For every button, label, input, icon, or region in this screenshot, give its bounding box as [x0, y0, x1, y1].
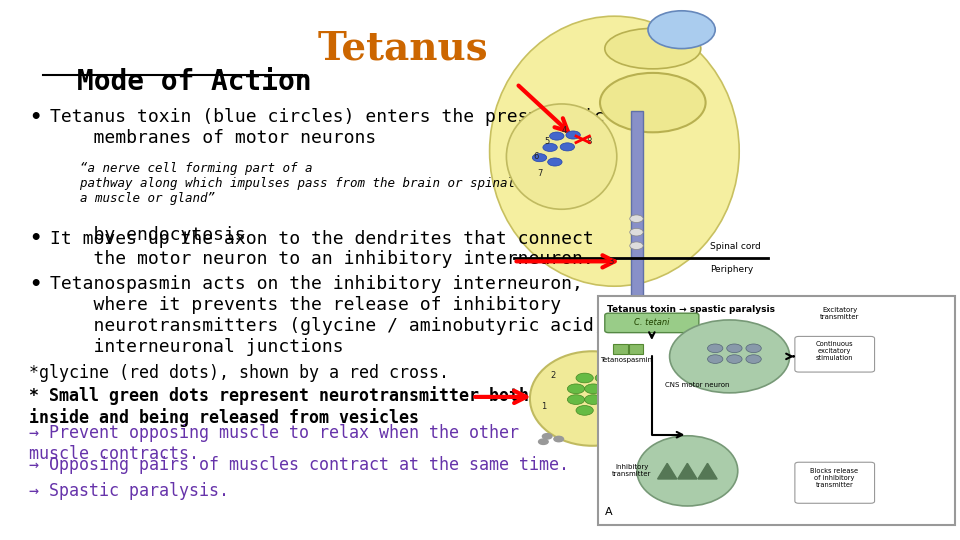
Text: •: •	[29, 275, 41, 294]
Text: “a nerve cell forming part of a
    pathway along which impulses pass from the b: “a nerve cell forming part of a pathway …	[50, 162, 575, 205]
Circle shape	[560, 143, 574, 151]
Polygon shape	[658, 463, 677, 479]
Circle shape	[567, 395, 585, 404]
Text: → Spastic paralysis.: → Spastic paralysis.	[29, 482, 228, 500]
Text: It moves up the axon to the dendrites that connect
    the motor neuron to an in: It moves up the axon to the dendrites th…	[50, 230, 593, 268]
Circle shape	[567, 384, 585, 394]
Text: ≈  ≈: ≈ ≈	[610, 326, 638, 339]
Circle shape	[746, 344, 761, 353]
FancyBboxPatch shape	[795, 462, 875, 503]
Circle shape	[576, 373, 593, 383]
Text: → Opposing pairs of muscles contract at the same time.: → Opposing pairs of muscles contract at …	[29, 456, 568, 474]
Text: 8: 8	[587, 137, 592, 146]
Circle shape	[532, 153, 547, 162]
Circle shape	[547, 158, 563, 166]
Circle shape	[539, 439, 548, 444]
Circle shape	[554, 436, 564, 442]
Circle shape	[565, 131, 580, 139]
FancyBboxPatch shape	[598, 296, 955, 525]
Circle shape	[727, 344, 742, 353]
Ellipse shape	[605, 28, 701, 69]
Text: 2: 2	[550, 371, 556, 380]
FancyBboxPatch shape	[613, 344, 628, 354]
Text: → Prevent opposing muscle to relax when the other
muscle contracts.: → Prevent opposing muscle to relax when …	[29, 424, 518, 463]
Text: Blocks release
of inhibitory
transmitter: Blocks release of inhibitory transmitter	[810, 468, 858, 488]
Text: Continuous
excitatory
stimulation: Continuous excitatory stimulation	[815, 341, 853, 361]
Text: Tetanus toxin → spastic paralysis: Tetanus toxin → spastic paralysis	[607, 305, 775, 314]
Text: *glycine (red dots), shown by a red cross.: *glycine (red dots), shown by a red cros…	[29, 364, 449, 382]
Text: Tetanospasmin: Tetanospasmin	[600, 357, 652, 363]
Text: 7: 7	[538, 170, 543, 178]
Text: by endocytosis: by endocytosis	[50, 226, 246, 244]
Text: 4: 4	[562, 126, 567, 135]
Circle shape	[708, 344, 723, 353]
Polygon shape	[678, 463, 697, 479]
Text: A: A	[605, 507, 612, 517]
Text: CNS motor neuron: CNS motor neuron	[664, 382, 730, 388]
Text: Tetanus toxin (blue circles) enters the presynaptic
    membranes of motor neuro: Tetanus toxin (blue circles) enters the …	[50, 108, 605, 147]
Ellipse shape	[530, 351, 655, 445]
Text: •: •	[29, 230, 41, 248]
Circle shape	[630, 215, 643, 222]
Text: 6: 6	[533, 152, 539, 161]
Circle shape	[727, 355, 742, 363]
Circle shape	[576, 406, 593, 415]
FancyBboxPatch shape	[795, 336, 875, 372]
Text: 5: 5	[544, 137, 550, 146]
Text: Mode of Action: Mode of Action	[77, 68, 311, 96]
Circle shape	[746, 355, 761, 363]
Circle shape	[630, 242, 643, 249]
Ellipse shape	[490, 16, 739, 286]
Circle shape	[585, 395, 602, 404]
Text: * Small green dots represent neurotransmitter both
inside and being released fro: * Small green dots represent neurotransm…	[29, 386, 529, 427]
Circle shape	[630, 228, 643, 236]
Text: Inhibitory
transmitter: Inhibitory transmitter	[612, 464, 652, 477]
Circle shape	[604, 384, 621, 394]
Circle shape	[549, 132, 564, 140]
Text: C. tetani: C. tetani	[635, 319, 669, 327]
Circle shape	[604, 395, 621, 404]
Circle shape	[542, 434, 552, 439]
Circle shape	[648, 11, 715, 49]
Text: Tetanospasmin acts on the inhibitory interneuron,
    where it prevents the rele: Tetanospasmin acts on the inhibitory int…	[50, 275, 637, 356]
Ellipse shape	[637, 436, 738, 506]
Circle shape	[585, 384, 602, 394]
Text: Periphery: Periphery	[710, 265, 754, 274]
Text: 1: 1	[540, 402, 546, 410]
Circle shape	[595, 373, 612, 383]
FancyBboxPatch shape	[629, 344, 643, 354]
Circle shape	[708, 355, 723, 363]
Text: •: •	[29, 108, 41, 127]
Text: 3: 3	[608, 257, 613, 266]
Polygon shape	[698, 463, 717, 479]
FancyBboxPatch shape	[631, 111, 643, 335]
Circle shape	[600, 73, 706, 132]
Text: Tetanus: Tetanus	[318, 30, 489, 68]
Ellipse shape	[506, 104, 616, 209]
Ellipse shape	[670, 320, 789, 393]
Text: Spinal cord: Spinal cord	[710, 242, 761, 251]
Text: Excitatory
transmitter: Excitatory transmitter	[820, 307, 860, 320]
Circle shape	[542, 143, 557, 151]
FancyBboxPatch shape	[605, 313, 699, 333]
